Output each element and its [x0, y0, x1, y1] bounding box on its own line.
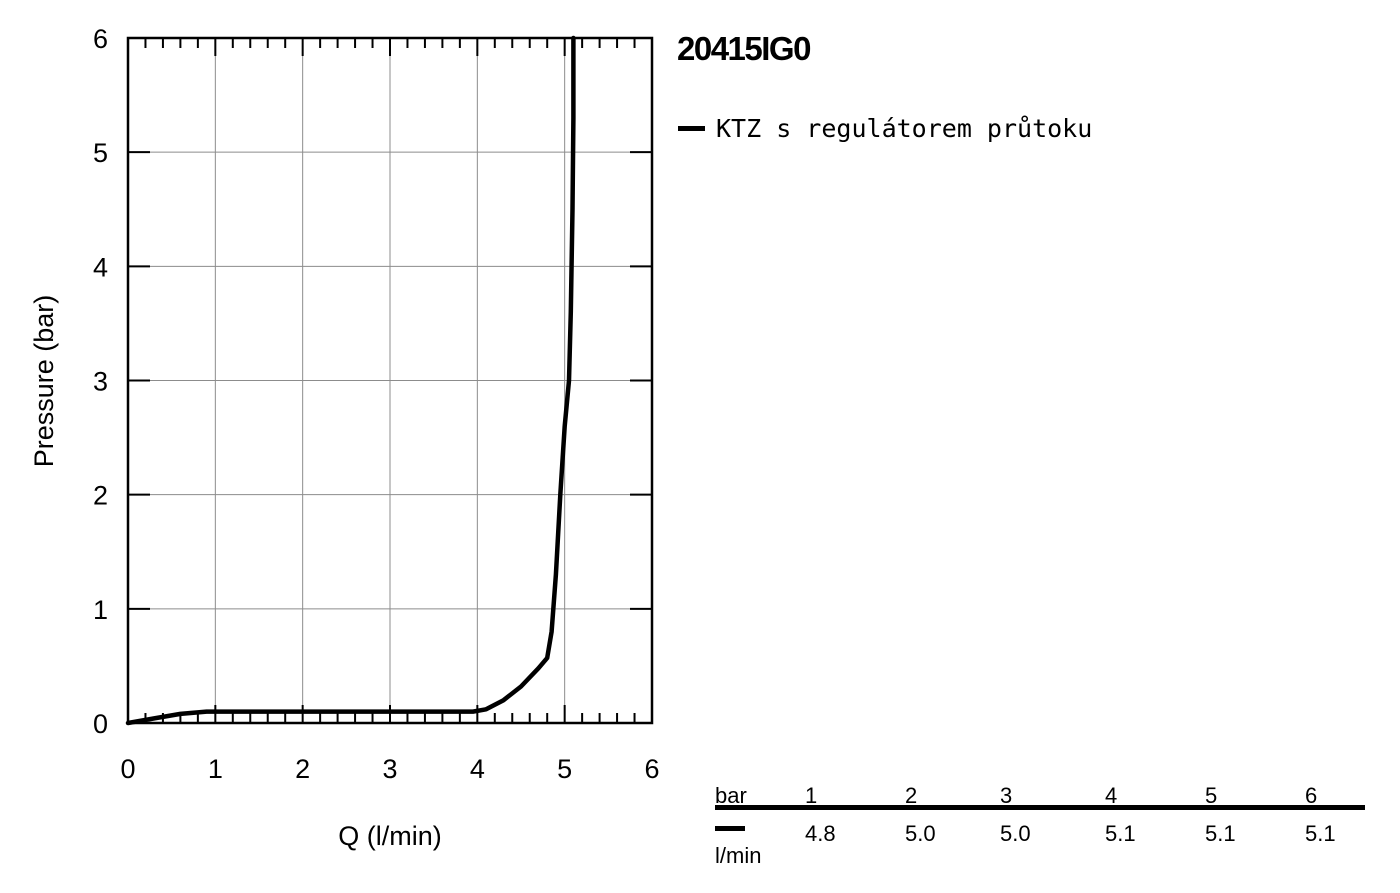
y-tick-label: 6 [93, 24, 108, 54]
x-tick-label: 3 [382, 754, 397, 784]
table-flow-unit: l/min [715, 843, 762, 868]
x-tick-labels: 0 1 2 3 4 5 6 [120, 754, 659, 784]
chart-title: 20415IG0 [677, 30, 811, 67]
y-tick-label: 2 [93, 481, 108, 511]
legend-swatch [678, 126, 705, 131]
x-tick-label: 2 [295, 754, 310, 784]
flow-table: bar l/min 1 2 3 4 5 6 4.8 5.0 5.0 5.1 5.… [715, 780, 1365, 870]
table-pressure-4: 4 [1105, 783, 1118, 808]
grid [128, 38, 652, 723]
series-group [125, 35, 576, 726]
y-tick-label: 0 [93, 709, 108, 739]
y-tick-label: 3 [93, 367, 108, 397]
table-flow-3: 5.0 [1000, 821, 1031, 846]
x-tick-label: 5 [557, 754, 572, 784]
table-series-swatch [715, 826, 745, 831]
table-flow-4: 5.1 [1105, 821, 1136, 846]
x-tick-label: 4 [470, 754, 485, 784]
table-pressure-1: 1 [805, 783, 818, 808]
x-tick-label: 6 [644, 754, 659, 784]
plot-frame [126, 36, 654, 725]
table-rule [715, 805, 1365, 810]
legend-entry: KTZ s regulátorem průtoku [716, 114, 1093, 143]
x-tick-label: 0 [120, 754, 135, 784]
table-pressure-2: 2 [905, 783, 918, 808]
table-pressure-unit: bar [715, 783, 747, 808]
table-pressure-5: 5 [1205, 783, 1218, 808]
y-tick-label: 5 [93, 138, 108, 168]
table-pressure-3: 3 [1000, 783, 1013, 808]
table-pressure-6: 6 [1305, 783, 1318, 808]
table-flow-5: 5.1 [1205, 821, 1236, 846]
y-tick-labels: 0 1 2 3 4 5 6 [93, 24, 108, 739]
x-tick-label: 1 [208, 754, 223, 784]
y-tick-label: 4 [93, 252, 108, 282]
series-line-0 [125, 35, 576, 726]
table-flow-2: 5.0 [905, 821, 936, 846]
y-tick-label: 1 [93, 595, 108, 625]
table-flow-1: 4.8 [805, 821, 836, 846]
legend: KTZ s regulátorem průtoku [678, 114, 1092, 143]
table-flow-6: 5.1 [1305, 821, 1336, 846]
x-axis-label: Q (l/min) [338, 821, 442, 851]
y-axis-label: Pressure (bar) [29, 295, 59, 468]
